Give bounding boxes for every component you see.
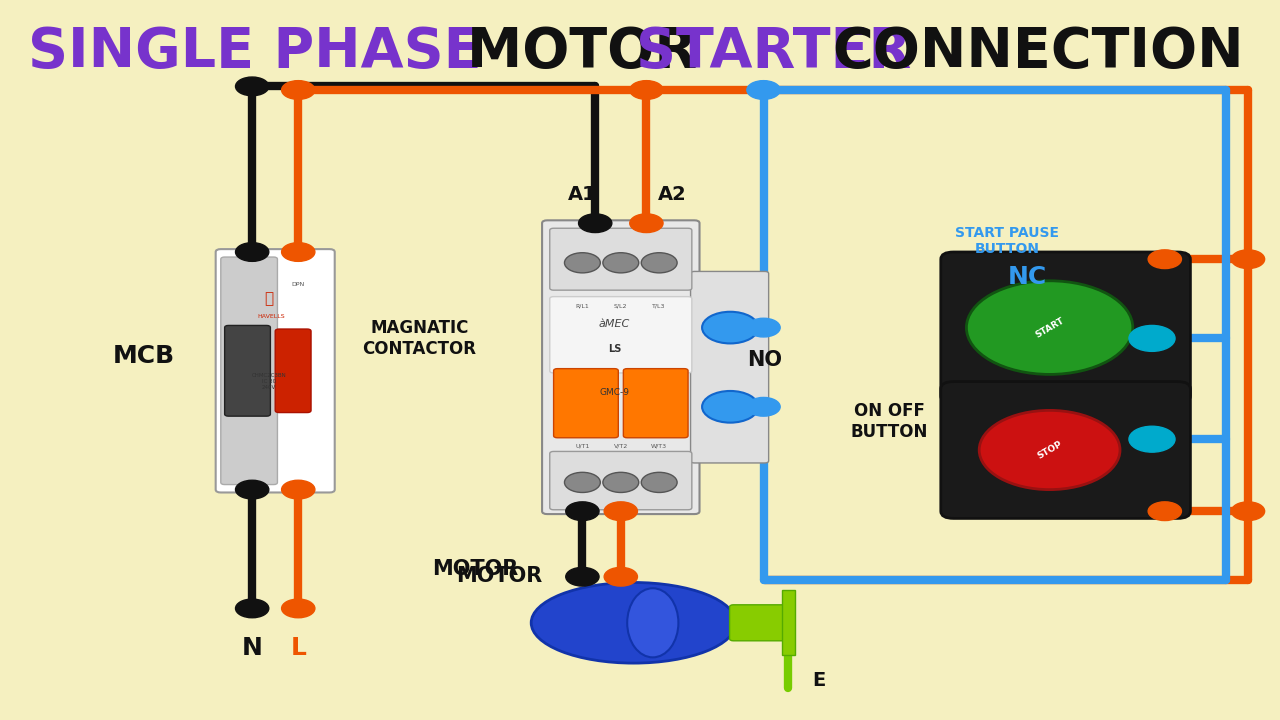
Circle shape bbox=[630, 214, 663, 233]
Text: DPN: DPN bbox=[292, 282, 305, 287]
Circle shape bbox=[603, 472, 639, 492]
Circle shape bbox=[1148, 250, 1181, 269]
Circle shape bbox=[236, 77, 269, 96]
Text: NC: NC bbox=[1009, 265, 1047, 289]
FancyBboxPatch shape bbox=[543, 220, 699, 514]
Circle shape bbox=[604, 502, 637, 521]
Text: HAVELLS: HAVELLS bbox=[257, 315, 285, 319]
FancyBboxPatch shape bbox=[691, 271, 769, 463]
FancyBboxPatch shape bbox=[215, 249, 334, 492]
Text: MOTOR: MOTOR bbox=[467, 25, 717, 79]
Text: W/T3: W/T3 bbox=[652, 444, 667, 449]
Text: CHMC2C3BN
IC 30
240V: CHMC2C3BN IC 30 240V bbox=[251, 373, 287, 390]
Circle shape bbox=[748, 318, 781, 337]
Text: MAGNATIC
CONTACTOR: MAGNATIC CONTACTOR bbox=[362, 319, 476, 358]
Text: Ⓢ: Ⓢ bbox=[264, 292, 274, 306]
Circle shape bbox=[1231, 250, 1265, 269]
Circle shape bbox=[748, 81, 781, 99]
Circle shape bbox=[236, 599, 269, 618]
Circle shape bbox=[604, 567, 637, 586]
Text: R/L1: R/L1 bbox=[576, 304, 589, 308]
Text: STARTER: STARTER bbox=[636, 25, 931, 79]
Circle shape bbox=[748, 397, 781, 416]
Text: STOP: STOP bbox=[1036, 439, 1064, 461]
Circle shape bbox=[1148, 502, 1181, 521]
Circle shape bbox=[1129, 426, 1175, 452]
FancyBboxPatch shape bbox=[220, 257, 278, 485]
Text: ON OFF
BUTTON: ON OFF BUTTON bbox=[851, 402, 928, 441]
Ellipse shape bbox=[531, 582, 736, 663]
Circle shape bbox=[701, 312, 758, 343]
Circle shape bbox=[236, 480, 269, 499]
Text: U/T1: U/T1 bbox=[575, 444, 590, 449]
Text: V/T2: V/T2 bbox=[613, 444, 628, 449]
FancyBboxPatch shape bbox=[782, 590, 795, 655]
FancyBboxPatch shape bbox=[550, 297, 691, 373]
Circle shape bbox=[282, 599, 315, 618]
Text: LS: LS bbox=[608, 344, 621, 354]
Text: A2: A2 bbox=[658, 185, 686, 204]
Circle shape bbox=[1129, 325, 1175, 351]
Circle shape bbox=[282, 81, 315, 99]
Circle shape bbox=[1231, 502, 1265, 521]
Text: CONNECTION: CONNECTION bbox=[832, 25, 1244, 79]
FancyBboxPatch shape bbox=[225, 325, 270, 416]
Circle shape bbox=[566, 502, 599, 521]
Text: MOTOR: MOTOR bbox=[456, 566, 543, 586]
Circle shape bbox=[579, 214, 612, 233]
Text: A1: A1 bbox=[568, 185, 596, 204]
Text: MOTOR: MOTOR bbox=[433, 559, 518, 579]
Circle shape bbox=[236, 243, 269, 261]
FancyBboxPatch shape bbox=[623, 369, 689, 438]
Circle shape bbox=[282, 243, 315, 261]
Circle shape bbox=[564, 472, 600, 492]
FancyBboxPatch shape bbox=[550, 228, 691, 290]
Text: N: N bbox=[242, 636, 262, 660]
Text: START: START bbox=[1034, 316, 1065, 339]
Circle shape bbox=[566, 567, 599, 586]
Text: GMC-9: GMC-9 bbox=[599, 388, 630, 397]
Text: àMEC: àMEC bbox=[599, 319, 630, 329]
Text: S/L2: S/L2 bbox=[614, 304, 627, 308]
Text: START PAUSE
BUTTON: START PAUSE BUTTON bbox=[955, 226, 1060, 256]
Circle shape bbox=[701, 391, 758, 423]
Circle shape bbox=[641, 472, 677, 492]
Text: E: E bbox=[813, 671, 826, 690]
Text: L: L bbox=[291, 636, 306, 660]
Text: NO: NO bbox=[748, 350, 782, 370]
FancyBboxPatch shape bbox=[941, 382, 1190, 518]
Text: SINGLE PHASE: SINGLE PHASE bbox=[28, 25, 502, 79]
FancyBboxPatch shape bbox=[730, 605, 791, 641]
Text: MCB: MCB bbox=[113, 344, 175, 369]
Ellipse shape bbox=[627, 588, 678, 657]
Circle shape bbox=[564, 253, 600, 273]
Circle shape bbox=[603, 253, 639, 273]
FancyBboxPatch shape bbox=[941, 252, 1190, 403]
Circle shape bbox=[641, 253, 677, 273]
Circle shape bbox=[979, 410, 1120, 490]
Text: T/L3: T/L3 bbox=[653, 304, 666, 308]
FancyBboxPatch shape bbox=[554, 369, 618, 438]
FancyBboxPatch shape bbox=[275, 329, 311, 413]
Circle shape bbox=[630, 81, 663, 99]
Circle shape bbox=[966, 281, 1133, 374]
FancyBboxPatch shape bbox=[550, 451, 691, 510]
Circle shape bbox=[282, 480, 315, 499]
